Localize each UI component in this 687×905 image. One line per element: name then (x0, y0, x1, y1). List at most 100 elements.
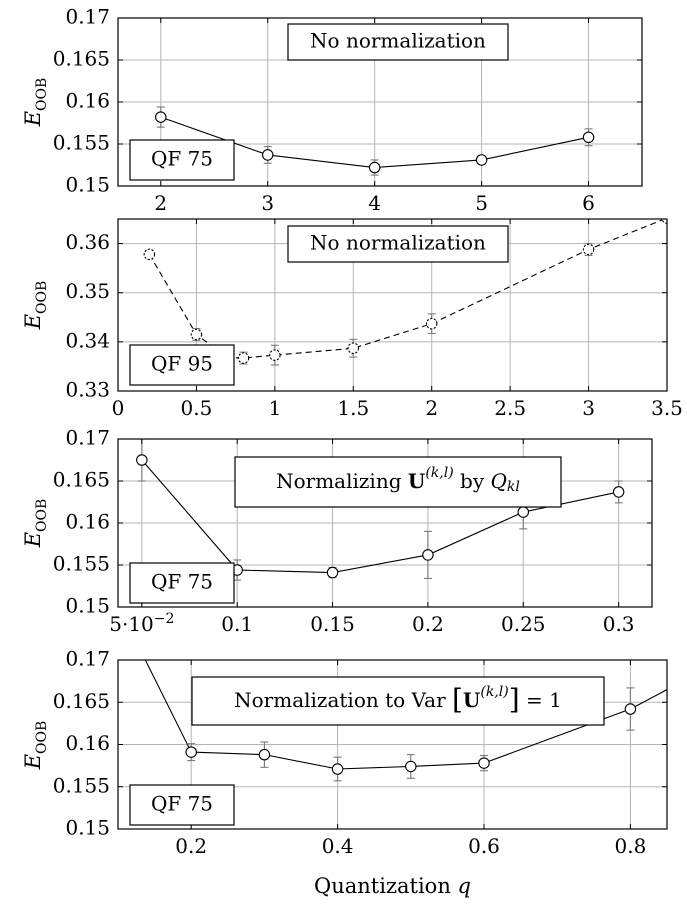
y-tick-label: 0.17 (65, 647, 110, 671)
y-tick-label: 0.155 (53, 131, 110, 155)
data-point (624, 703, 637, 715)
y-axis-title: EOOB (21, 78, 50, 128)
y-tick-label: 0.17 (65, 426, 110, 450)
quality-factor-box: QF 75 (129, 784, 235, 826)
annotation-text: Normalization to Var [U(k,l)] = 1 (234, 683, 562, 716)
chart-panel-1: 0.15 0.155 0.16 0.165 0.17 2 3 4 5 6 EOOB No normal… (21, 5, 643, 215)
y-tick-label: 0.155 (53, 552, 110, 576)
x-tick-label: 3 (582, 396, 595, 420)
annotation-suffix: = 1 (520, 688, 562, 712)
y-axis-title-subscript: OOB (34, 499, 50, 532)
plot-area (143, 219, 667, 368)
y-axis-title-subscript: OOB (34, 78, 50, 111)
data-point (475, 154, 488, 166)
data-point (258, 748, 271, 761)
y-axis-title-symbol: E (21, 111, 45, 127)
chart-panel-2: 0.33 0.34 0.35 0.36 0 0.5 1 1.5 2 2.5 3 3.5 EOOB No n… (21, 218, 683, 420)
data-point (478, 757, 490, 769)
data-point (190, 328, 203, 341)
y-tick-label: 0.165 (53, 468, 110, 492)
y-axis-title: EOOB (21, 721, 50, 771)
series-line (141, 459, 619, 574)
x-tick-label: 0.2 (175, 834, 207, 858)
data-point (331, 763, 344, 775)
data-point (347, 342, 360, 354)
quality-factor-label: QF 95 (151, 352, 213, 376)
series-line (144, 660, 667, 770)
annotation-text: Normalizing U(k,l) by Qkl (276, 465, 520, 495)
plot-frame (117, 218, 668, 392)
y-tick-label: 0.155 (53, 773, 110, 797)
x-axis-title-variable: q (458, 874, 471, 898)
data-point (582, 243, 595, 256)
y-tick-label: 0.16 (65, 731, 110, 755)
data-point (185, 746, 197, 758)
x-tick-label: 3.5 (651, 396, 683, 420)
x-tick-label: 4 (368, 191, 381, 215)
annotation-frame (234, 456, 562, 508)
quality-factor-box: QF 75 (129, 139, 235, 181)
x-axis-title-text: Quantization (314, 874, 458, 898)
annotation-superscript: (k,l) (425, 465, 453, 481)
x-tick-label: 3 (261, 191, 274, 215)
quality-factor-box: QF 95 (129, 344, 235, 386)
data-point (326, 566, 339, 579)
y-tick-label: 0.33 (65, 378, 110, 402)
quality-factor-label: QF 75 (151, 147, 213, 171)
x-tick-label: 0.1 (221, 612, 253, 636)
y-axis-title: EOOB (21, 281, 50, 331)
quality-factor-frame (129, 344, 235, 386)
data-point (155, 111, 167, 123)
y-axis-title: EOOB (21, 499, 50, 549)
annotation-box: No normalization (287, 23, 509, 61)
x-tick-label: 0.25 (501, 612, 546, 636)
data-point (261, 149, 274, 161)
y-axis-title-symbol: E (21, 532, 45, 548)
annotation-frame (287, 23, 509, 61)
x-axis-title: Quantization q (314, 874, 471, 898)
data-point (422, 549, 434, 561)
annotation-bracket-open: [ (452, 683, 463, 716)
data-point (136, 454, 148, 466)
data-point (143, 248, 156, 261)
y-axis-title-subscript: OOB (34, 281, 50, 314)
annotation-bracket-close: ] (509, 683, 520, 716)
quality-factor-frame (129, 562, 235, 604)
x-tick-label: 0.2 (412, 612, 444, 636)
y-tick-label: 0.15 (65, 816, 110, 840)
annotation-prefix: Normalization to Var (234, 688, 452, 712)
x-tick-label: 2 (425, 396, 438, 420)
annotation-text: No normalization (310, 231, 486, 255)
quality-factor-frame (129, 784, 235, 826)
annotation-matrix: U (463, 688, 480, 712)
x-tick-label: 6 (582, 191, 595, 215)
annotation-variable-subscript: kl (507, 479, 520, 495)
annotation-box: Normalizing U(k,l) by Qkl (234, 456, 562, 508)
x-tick-label: 5 (475, 191, 488, 215)
annotation-frame (191, 676, 605, 726)
annotation-box: No normalization (287, 225, 509, 263)
y-tick-label: 0.34 (65, 328, 110, 352)
quality-factor-frame (129, 139, 235, 181)
y-tick-label: 0.36 (65, 230, 110, 254)
y-tick-label: 0.16 (65, 510, 110, 534)
y-tick-label: 0.165 (53, 47, 110, 71)
x-tick-label: 2.5 (494, 396, 526, 420)
data-point (237, 352, 250, 364)
y-tick-label: 0.35 (65, 279, 110, 303)
quality-factor-label: QF 75 (151, 792, 213, 816)
series-line (148, 219, 667, 359)
x-tick-label: 0 (112, 396, 125, 420)
plot-area (136, 439, 625, 581)
plot-area (144, 660, 667, 782)
x-tick-label: 0.4 (322, 834, 354, 858)
quality-factor-box: QF 75 (129, 562, 235, 604)
x-tick-label: 1.5 (337, 396, 369, 420)
y-tick-label: 0.15 (65, 173, 110, 197)
data-point (517, 506, 530, 518)
x-tick-label-exponent: −2 (154, 611, 175, 627)
annotation-text: No normalization (310, 29, 486, 53)
x-tick-label: 0.6 (468, 834, 500, 858)
annotation-prefix: Normalizing (276, 469, 408, 493)
